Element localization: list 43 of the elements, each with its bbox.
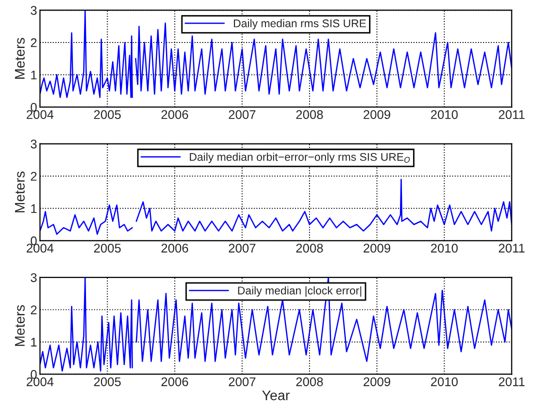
x-tick-label: 2011 [498, 110, 525, 119]
x-tick-label: 2008 [296, 377, 323, 386]
y-tick-label: 2 [30, 172, 37, 181]
y-tick-label: 0 [30, 236, 37, 246]
x-tick-label: 2011 [498, 244, 525, 253]
y-tick-label: 2 [30, 305, 37, 314]
x-tick-label: 2010 [431, 110, 458, 119]
x-tick-label: 2006 [161, 110, 188, 119]
x-tick-label: 2004 [26, 244, 54, 253]
y-tick-label: 3 [30, 6, 37, 15]
x-axis-title: Year [262, 390, 290, 400]
x-tick-label: 2007 [228, 110, 256, 119]
x-tick-label: 2009 [364, 377, 390, 386]
x-tick-label: 2004 [26, 110, 54, 119]
x-tick-label: 2009 [364, 244, 390, 253]
y-tick-label: 1 [31, 70, 37, 80]
x-tick-label: 2007 [228, 377, 256, 386]
y-tick-label: 3 [30, 140, 37, 148]
legend-label: Daily median |clock error| [238, 286, 362, 297]
legend-label: Daily median orbit−error−only rms SIS URE$_{O}$ [190, 152, 410, 164]
x-tick-label: 2005 [94, 377, 121, 386]
x-tick-label: 2006 [161, 377, 188, 386]
x-tick-label: 2010 [431, 244, 458, 253]
x-tick-label: 2011 [498, 377, 525, 386]
x-tick-label: 2004 [26, 377, 54, 386]
y-axis-title: Meters [15, 305, 25, 346]
x-tick-label: 2010 [431, 377, 458, 386]
x-tick-label: 2005 [94, 244, 121, 253]
x-tick-label: 2008 [296, 244, 323, 253]
x-tick-label: 2008 [296, 110, 323, 119]
y-tick-label: 1 [31, 204, 37, 213]
y-tick-label: 2 [30, 38, 37, 48]
y-tick-label: 3 [30, 273, 37, 282]
x-tick-label: 2005 [94, 110, 121, 119]
y-axis-title: Meters [15, 172, 25, 212]
y-tick-label: 0 [30, 102, 37, 112]
x-tick-label: 2009 [364, 110, 390, 119]
y-axis-title: Meters [15, 38, 25, 79]
y-tick-label: 0 [30, 370, 37, 379]
x-tick-label: 2007 [228, 244, 256, 253]
y-tick-label: 1 [31, 338, 37, 346]
legend-label: Daily median rms SIS URE [234, 19, 366, 30]
x-tick-label: 2006 [161, 244, 188, 253]
